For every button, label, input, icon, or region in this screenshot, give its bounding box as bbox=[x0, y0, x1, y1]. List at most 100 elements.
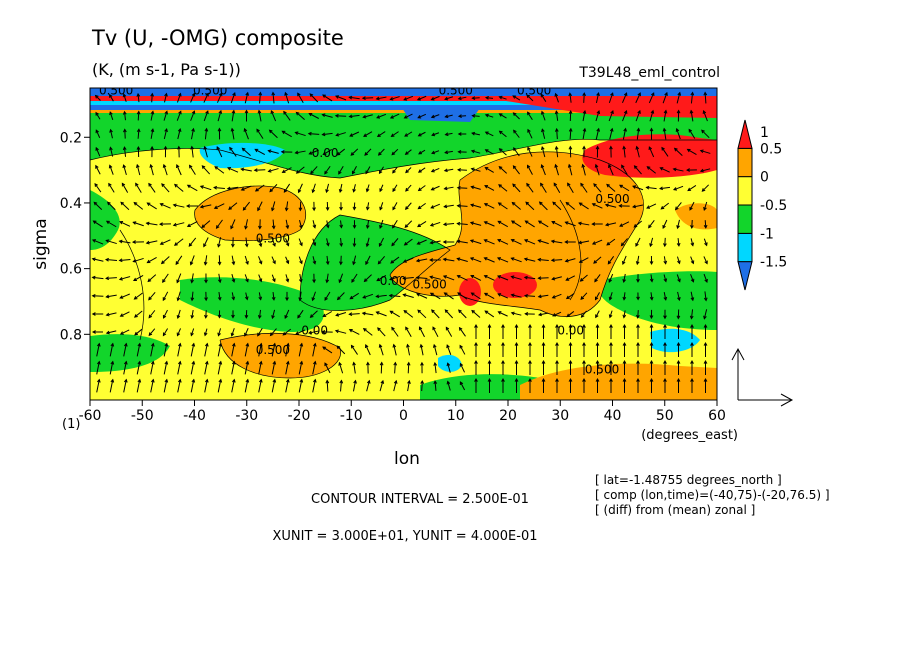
wind-vector-head bbox=[416, 241, 421, 245]
wind-vector bbox=[703, 110, 708, 122]
wind-vector-head bbox=[119, 331, 124, 335]
wind-vector-head bbox=[91, 275, 96, 280]
wind-vector-head bbox=[203, 332, 208, 337]
field-green-lower bbox=[180, 277, 324, 332]
wind-vector-head bbox=[93, 201, 98, 206]
wind-vector-head bbox=[172, 222, 177, 227]
wind-vector-head bbox=[284, 315, 288, 320]
wind-vector-head bbox=[443, 292, 448, 296]
wind-vector-head bbox=[663, 359, 667, 364]
wind-vector bbox=[123, 147, 127, 157]
wind-vector-head bbox=[137, 378, 142, 383]
wind-vector-head bbox=[364, 344, 369, 349]
wind-vector bbox=[133, 202, 144, 210]
wind-vector bbox=[258, 256, 262, 264]
wind-vector bbox=[446, 344, 452, 356]
wind-vector bbox=[137, 129, 140, 139]
wind-vector-head bbox=[110, 378, 115, 383]
wind-vector-head bbox=[622, 377, 627, 382]
wind-vector bbox=[676, 274, 681, 282]
wind-vector bbox=[336, 345, 346, 355]
wind-vector-head bbox=[203, 261, 208, 266]
wind-vector-head bbox=[309, 314, 314, 319]
wind-vector-head bbox=[258, 378, 263, 383]
wind-vector bbox=[231, 110, 235, 122]
wind-vector-head bbox=[690, 359, 694, 364]
wind-vector-head bbox=[622, 145, 627, 150]
wind-vector bbox=[299, 273, 302, 283]
wind-vector-head bbox=[595, 314, 599, 319]
wind-vector bbox=[622, 255, 627, 265]
wind-vector bbox=[298, 379, 303, 393]
wind-vector-head bbox=[537, 257, 542, 262]
wind-vector bbox=[133, 257, 144, 263]
wind-vector bbox=[471, 168, 481, 172]
wind-vector-head bbox=[444, 114, 449, 119]
wind-vector bbox=[177, 379, 181, 393]
wind-vector-head bbox=[95, 111, 99, 116]
wind-vector-head bbox=[199, 204, 204, 209]
wind-vector-head bbox=[470, 203, 475, 208]
wind-vector bbox=[297, 309, 304, 319]
wind-vector-head bbox=[123, 342, 128, 347]
wind-vector-head bbox=[230, 127, 235, 132]
wind-vector-head bbox=[365, 243, 370, 248]
wind-vector bbox=[136, 379, 141, 393]
wind-vector-head bbox=[595, 377, 600, 382]
wind-vector bbox=[366, 237, 370, 247]
wind-vector-head bbox=[677, 260, 681, 265]
x-tick-label: 0 bbox=[399, 408, 408, 424]
wind-vector-head bbox=[527, 146, 531, 151]
wind-vector-head bbox=[257, 109, 262, 114]
wind-vector-head bbox=[334, 329, 339, 334]
wind-vector-head bbox=[389, 277, 394, 281]
wind-vector-head bbox=[324, 296, 328, 301]
wind-vector-head bbox=[404, 224, 409, 229]
wind-vector-head bbox=[582, 341, 586, 346]
wind-vector-head bbox=[325, 189, 329, 194]
wind-vector bbox=[663, 274, 667, 282]
wind-vector-head bbox=[361, 96, 366, 100]
wind-vector-head bbox=[514, 341, 519, 346]
wind-vector bbox=[299, 291, 302, 301]
band-green-1 bbox=[90, 113, 717, 118]
wind-vector bbox=[498, 166, 508, 174]
wind-vector-head bbox=[403, 97, 408, 101]
wind-vector bbox=[430, 203, 441, 209]
wind-vector-head bbox=[442, 257, 447, 262]
wind-vector-head bbox=[554, 145, 559, 150]
wind-vector bbox=[659, 186, 671, 190]
wind-vector bbox=[216, 93, 223, 103]
wind-vector-head bbox=[186, 204, 190, 208]
wind-vector bbox=[120, 311, 130, 317]
wind-vector bbox=[121, 183, 129, 193]
wind-vector bbox=[377, 255, 386, 265]
colorbar-label: 1 bbox=[760, 125, 769, 141]
wind-vector-head bbox=[105, 330, 110, 335]
wind-vector-head bbox=[498, 113, 503, 117]
wind-vector-head bbox=[704, 278, 708, 283]
wind-vector-head bbox=[470, 149, 475, 154]
wind-vector-head bbox=[552, 313, 557, 317]
wind-vector-head bbox=[457, 150, 462, 154]
wind-vector-head bbox=[205, 110, 209, 115]
wind-vector-head bbox=[474, 341, 478, 346]
wind-vector-head bbox=[322, 94, 326, 98]
wind-vector bbox=[109, 147, 114, 157]
wind-vector-head bbox=[177, 342, 182, 347]
wind-vector bbox=[326, 238, 329, 246]
wind-vector-head bbox=[253, 168, 258, 173]
wind-vector-head bbox=[295, 170, 300, 174]
wind-vector-head bbox=[513, 147, 517, 152]
wind-vector-head bbox=[242, 206, 247, 211]
wind-vector bbox=[431, 309, 440, 319]
wind-vector bbox=[394, 362, 396, 374]
field-green-bottomleft bbox=[90, 334, 170, 372]
wind-vector bbox=[189, 165, 196, 175]
panel-index: (1) bbox=[62, 417, 80, 432]
x-tick-label: -60 bbox=[79, 408, 102, 424]
wind-vector bbox=[376, 96, 387, 100]
wind-vector-head bbox=[281, 169, 286, 173]
wind-vector-head bbox=[231, 314, 235, 319]
wind-vector bbox=[377, 327, 386, 337]
